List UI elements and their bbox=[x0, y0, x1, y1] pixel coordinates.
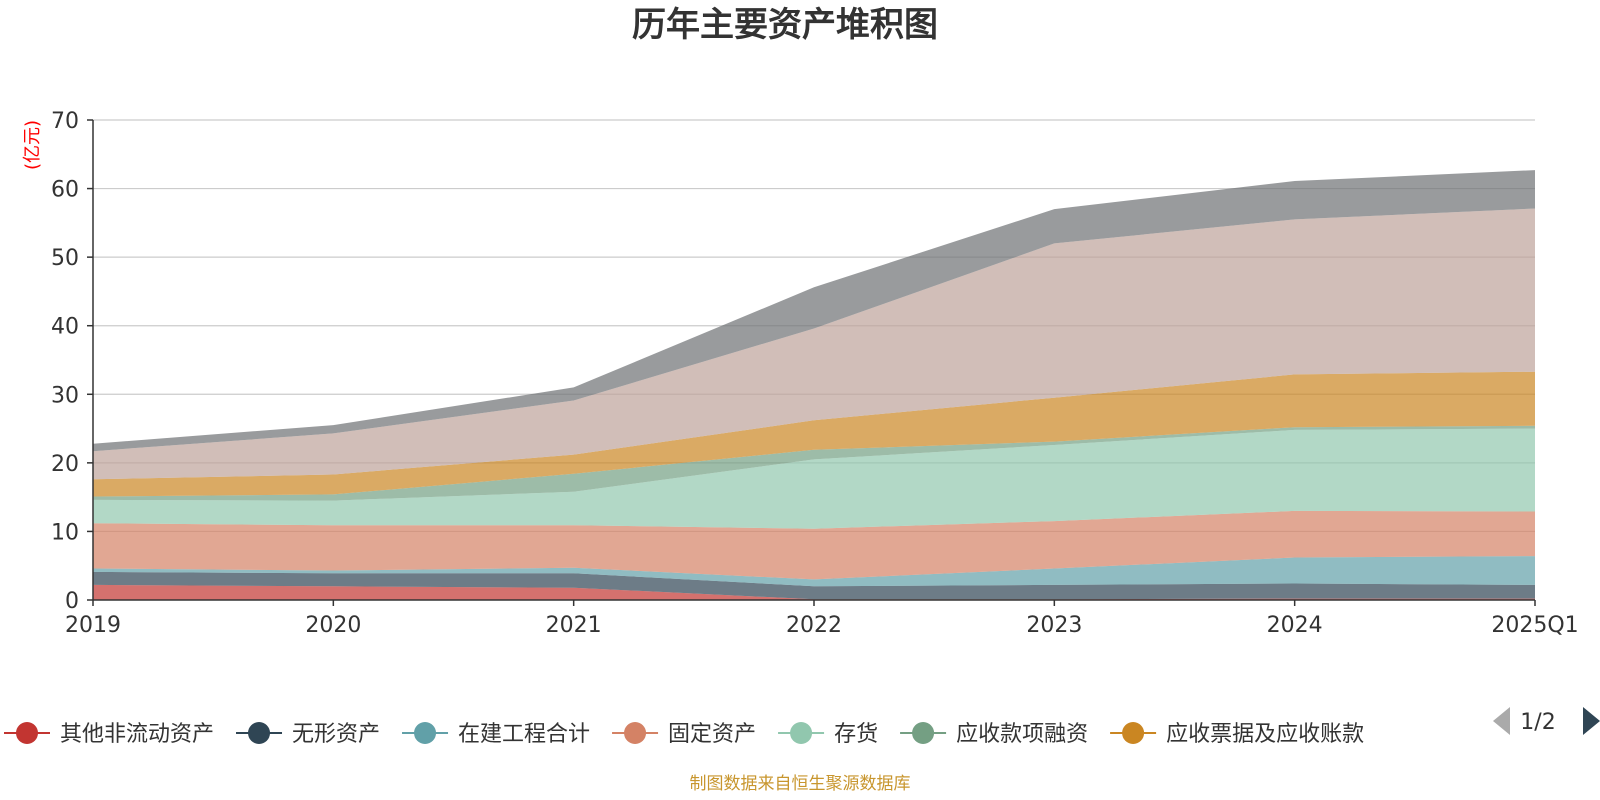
area-series-9 bbox=[93, 170, 1535, 452]
legend-circle-icon bbox=[1122, 722, 1145, 744]
legend-item[interactable]: 存货 bbox=[778, 722, 878, 747]
legend-item[interactable]: 应收票据及应收账款 bbox=[1110, 722, 1364, 747]
legend-label: 应收票据及应收账款 bbox=[1166, 722, 1364, 747]
y-axis-unit: (亿元) bbox=[22, 120, 43, 170]
legend-item[interactable]: 应收款项融资 bbox=[900, 722, 1088, 747]
chart-title: 历年主要资产堆积图 bbox=[632, 5, 938, 45]
y-tick-labels: 0 10 20 30 40 50 60 70 bbox=[51, 109, 79, 614]
prev-page-icon[interactable] bbox=[1493, 707, 1510, 735]
axes bbox=[87, 119, 1536, 606]
y-tick-label: 20 bbox=[51, 452, 79, 477]
y-tick-label: 50 bbox=[51, 246, 79, 271]
x-tick-label: 2024 bbox=[1267, 613, 1323, 638]
legend-label: 在建工程合计 bbox=[458, 722, 590, 747]
x-tick-label: 2023 bbox=[1026, 613, 1082, 638]
x-tick-label: 2022 bbox=[786, 613, 842, 638]
legend: 其他非流动资产 无形资产 在建工程合计 固定资产 存货 应收款项融资 应收票据及应收账款 bbox=[4, 722, 1364, 747]
y-tick-label: 40 bbox=[51, 315, 79, 340]
x-tick-label: 2020 bbox=[305, 613, 361, 638]
legend-item[interactable]: 固定资产 bbox=[612, 722, 756, 747]
legend-circle-icon bbox=[16, 722, 38, 744]
area-series-2 bbox=[93, 571, 1535, 600]
y-tick-label: 0 bbox=[65, 589, 79, 614]
legend-circle-icon bbox=[414, 722, 437, 744]
legend-label: 无形资产 bbox=[292, 722, 380, 747]
x-tick-label: 2021 bbox=[546, 613, 602, 638]
legend-item[interactable]: 在建工程合计 bbox=[402, 722, 590, 747]
legend-label: 固定资产 bbox=[668, 722, 756, 747]
y-tick-label: 70 bbox=[51, 109, 79, 134]
y-tick-label: 10 bbox=[51, 520, 79, 545]
x-tick-labels: 2019 2020 2021 2022 2023 2024 2025Q1 bbox=[65, 613, 1579, 638]
legend-label: 其他非流动资产 bbox=[60, 722, 214, 747]
area-series-7 bbox=[93, 371, 1535, 497]
legend-circle-icon bbox=[912, 722, 935, 744]
area-series-1 bbox=[93, 584, 1535, 600]
x-tick-label: 2025Q1 bbox=[1491, 613, 1578, 638]
area-series-3 bbox=[93, 556, 1535, 587]
area-series bbox=[93, 170, 1535, 600]
legend-label: 应收款项融资 bbox=[956, 722, 1088, 747]
page-indicator: 1/2 bbox=[1520, 710, 1555, 735]
area-series-4 bbox=[93, 510, 1535, 580]
y-tick-label: 60 bbox=[51, 178, 79, 203]
next-page-icon[interactable] bbox=[1583, 707, 1600, 735]
legend-item[interactable]: 其他非流动资产 bbox=[4, 722, 214, 747]
y-tick-label: 30 bbox=[51, 383, 79, 408]
legend-circle-icon bbox=[624, 722, 647, 744]
area-series-8 bbox=[93, 208, 1535, 480]
legend-label: 存货 bbox=[834, 722, 878, 747]
legend-circle-icon bbox=[248, 722, 271, 744]
legend-item[interactable]: 无形资产 bbox=[236, 722, 380, 747]
legend-pager: 1/2 bbox=[1493, 707, 1600, 735]
area-series-5 bbox=[93, 428, 1535, 529]
x-tick-label: 2019 bbox=[65, 613, 121, 638]
legend-circle-icon bbox=[790, 722, 813, 744]
data-source: 制图数据来自恒生聚源数据库 bbox=[690, 774, 911, 794]
